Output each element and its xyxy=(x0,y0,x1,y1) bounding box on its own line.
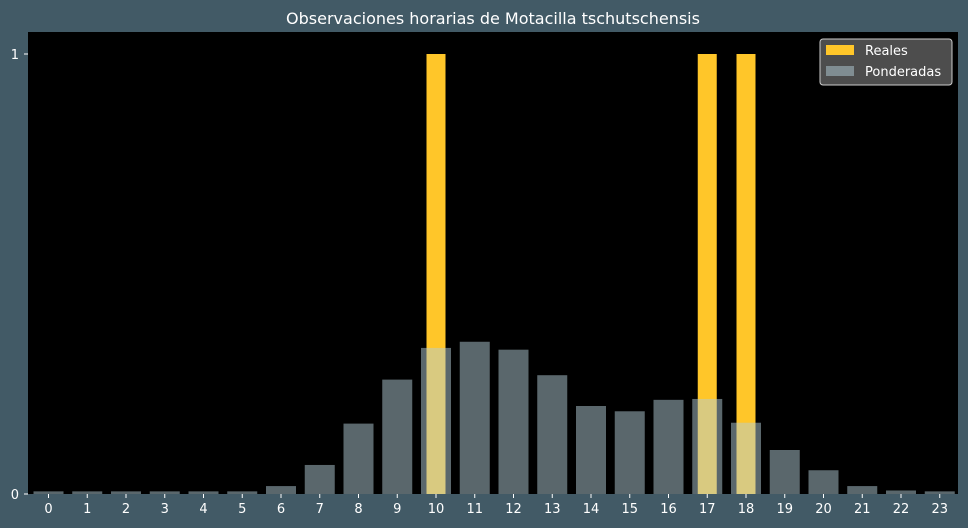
bar-ponderadas-6 xyxy=(266,486,296,494)
x-axis: 0 1 2 3 4 5 6 7 8 9 10 11 12 13 14 15 16 17 18 19 20 21 22 23 xyxy=(44,494,948,517)
bar-ponderadas-4 xyxy=(188,491,219,494)
bar-ponderadas-12 xyxy=(498,349,529,494)
bar-reales-18 xyxy=(736,54,756,494)
bar-ponderadas-7 xyxy=(304,464,335,494)
bar-ponderadas-1 xyxy=(72,491,103,494)
x-tick-label: 2 xyxy=(122,502,130,517)
bar-ponderadas-3 xyxy=(149,491,180,494)
series-ponderadas xyxy=(33,341,955,494)
y-tick-label: 1 xyxy=(11,48,19,63)
bar-ponderadas-8 xyxy=(343,423,374,494)
x-tick-label: 0 xyxy=(44,502,52,517)
legend-label: Ponderadas xyxy=(865,65,941,80)
bar-ponderadas-10 xyxy=(421,347,451,494)
x-tick-label: 9 xyxy=(393,502,401,517)
x-tick-label: 20 xyxy=(815,502,832,517)
y-tick-label: 0 xyxy=(11,488,19,503)
x-tick-label: 12 xyxy=(505,502,522,517)
x-tick-label: 15 xyxy=(621,502,638,517)
bar-ponderadas-15 xyxy=(614,411,645,494)
plot-area xyxy=(28,32,958,494)
x-tick-label: 8 xyxy=(354,502,362,517)
bar-ponderadas-17 xyxy=(692,398,723,494)
y-axis: 01 xyxy=(11,48,28,503)
bar-ponderadas-2 xyxy=(111,491,141,494)
x-tick-label: 6 xyxy=(277,502,285,517)
legend-swatch xyxy=(826,66,854,76)
x-tick-label: 3 xyxy=(161,502,169,517)
bar-ponderadas-22 xyxy=(886,490,916,494)
x-tick-label: 21 xyxy=(854,502,871,517)
x-tick-label: 23 xyxy=(931,502,948,517)
bar-ponderadas-21 xyxy=(847,486,878,494)
bar-ponderadas-5 xyxy=(227,491,258,494)
x-tick-label: 10 xyxy=(428,502,445,517)
bar-ponderadas-0 xyxy=(33,491,64,494)
bar-reales-17 xyxy=(697,54,717,494)
x-tick-label: 22 xyxy=(893,502,910,517)
bar-ponderadas-18 xyxy=(731,422,761,494)
x-tick-label: 5 xyxy=(238,502,246,517)
x-tick-label: 13 xyxy=(544,502,561,517)
x-tick-label: 18 xyxy=(738,502,755,517)
x-tick-label: 4 xyxy=(199,502,207,517)
x-tick-label: 11 xyxy=(466,502,483,517)
bar-ponderadas-11 xyxy=(459,341,490,494)
chart-title: Observaciones horarias de Motacilla tsch… xyxy=(286,9,700,28)
legend-label: Reales xyxy=(865,44,908,59)
bar-ponderadas-16 xyxy=(653,399,684,494)
x-tick-label: 1 xyxy=(83,502,91,517)
bar-ponderadas-20 xyxy=(808,470,839,494)
x-tick-label: 16 xyxy=(660,502,677,517)
legend-swatch xyxy=(826,45,854,55)
bar-ponderadas-23 xyxy=(924,491,955,494)
legend: Reales Ponderadas xyxy=(819,38,953,86)
x-tick-label: 7 xyxy=(316,502,324,517)
x-tick-label: 14 xyxy=(583,502,600,517)
x-tick-label: 17 xyxy=(699,502,716,517)
bar-ponderadas-9 xyxy=(382,379,413,494)
x-tick-label: 19 xyxy=(776,502,793,517)
bar-ponderadas-13 xyxy=(537,375,568,494)
bar-ponderadas-19 xyxy=(769,450,800,494)
bar-ponderadas-14 xyxy=(576,406,606,494)
